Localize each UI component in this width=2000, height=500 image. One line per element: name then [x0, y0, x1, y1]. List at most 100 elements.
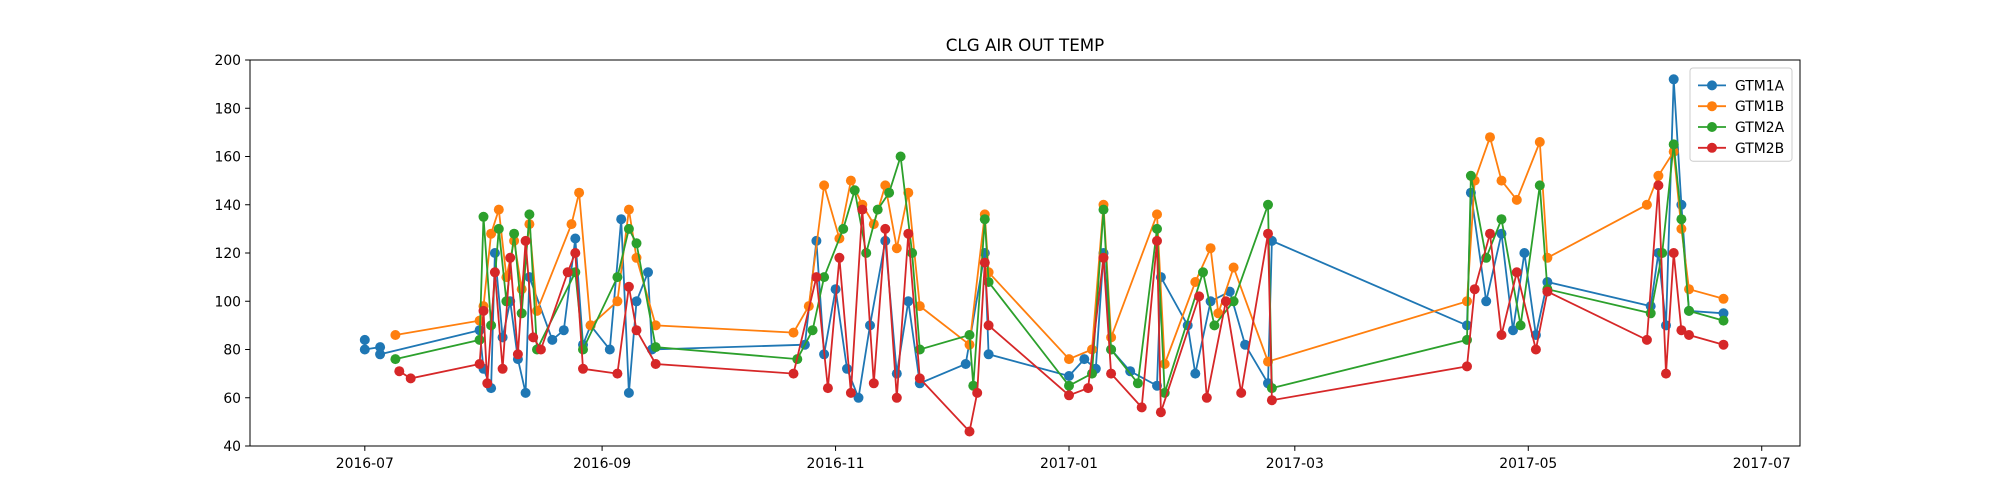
data-point-GTM1B — [574, 187, 585, 198]
data-point-GTM2B — [1098, 252, 1109, 263]
data-point-GTM2A — [861, 248, 872, 258]
data-point-GTM2A — [390, 354, 401, 365]
data-point-GTM1A — [520, 387, 531, 398]
data-point-GTM2B — [497, 363, 508, 374]
data-point-GTM2B — [1155, 407, 1166, 418]
data-point-GTM2A — [1496, 214, 1507, 225]
data-point-GTM2B — [964, 426, 975, 437]
data-point-GTM2B — [1083, 383, 1094, 394]
data-point-GTM1B — [1684, 284, 1694, 295]
data-point-GTM2A — [509, 228, 520, 239]
data-point-GTM2A — [1718, 315, 1729, 326]
data-point-GTM2A — [1676, 214, 1687, 225]
data-point-GTM1B — [1228, 262, 1239, 273]
y-tick-label: 60 — [223, 391, 241, 407]
series-line-GTM1A — [363, 79, 1724, 402]
data-point-GTM1A — [842, 363, 852, 374]
data-point-GTM1A — [1190, 368, 1201, 379]
data-point-GTM2A — [1645, 308, 1656, 319]
data-point-GTM1A — [1718, 308, 1729, 319]
data-point-GTM2B — [1718, 339, 1729, 350]
legend-swatch-marker — [1707, 80, 1717, 91]
data-point-GTM1A — [891, 368, 902, 379]
data-point-GTM2B — [1530, 344, 1541, 355]
data-point-GTM2B — [474, 359, 485, 369]
data-point-GTM1B — [1485, 132, 1495, 143]
data-point-GTM2B — [512, 349, 523, 360]
chart-title: CLG AIR OUT TEMP — [946, 35, 1104, 55]
data-point-GTM1A — [631, 296, 642, 307]
data-point-GTM2B — [623, 281, 634, 292]
data-point-GTM2B — [822, 383, 833, 394]
legend: GTM1A GTM1B GTM2A GTM2B — [1689, 67, 1793, 162]
data-point-GTM1B — [891, 243, 902, 254]
data-point-GTM2A — [1684, 305, 1694, 316]
data-point-GTM2A — [907, 248, 918, 258]
data-point-GTM2B — [1668, 248, 1679, 258]
data-point-GTM1A — [903, 296, 914, 307]
data-point-GTM1A — [375, 349, 386, 360]
legend-label: GTM1A — [1735, 78, 1785, 94]
data-point-GTM1A — [853, 392, 864, 403]
data-point-GTM2B — [868, 378, 879, 389]
data-point-GTM2B — [811, 272, 822, 283]
data-point-GTM2A — [838, 223, 849, 234]
data-point-GTM2B — [505, 252, 516, 263]
data-point-GTM2B — [650, 359, 661, 369]
data-point-GTM2B — [834, 252, 845, 263]
legend-item-GTM1B: GTM1B — [1698, 99, 1784, 115]
data-point-GTM2A — [650, 342, 661, 353]
data-point-GTM2B — [1266, 395, 1277, 406]
data-point-GTM2A — [884, 187, 895, 198]
data-point-GTM1B — [612, 296, 623, 307]
data-point-GTM2B — [979, 257, 990, 268]
legend-box — [1689, 67, 1793, 162]
legend-swatch-marker — [1707, 122, 1717, 132]
data-point-GTM2A — [849, 185, 860, 196]
data-point-GTM1B — [532, 305, 542, 316]
data-point-GTM2B — [570, 248, 581, 258]
data-point-GTM1A — [1240, 339, 1251, 350]
x-tick-label: 2017-01 — [1040, 456, 1098, 472]
data-point-GTM2B — [788, 368, 799, 379]
data-point-GTM2A — [1263, 199, 1273, 210]
series-layer — [359, 74, 1729, 437]
data-point-GTM1B — [1542, 252, 1553, 263]
data-point-GTM2B — [489, 267, 500, 278]
data-point-GTM1B — [486, 228, 497, 239]
data-point-GTM1A — [1481, 296, 1492, 307]
data-point-GTM2B — [1462, 361, 1472, 372]
data-point-GTM2B — [1136, 402, 1147, 413]
data-point-GTM2A — [1515, 320, 1526, 331]
data-point-GTM2B — [578, 363, 588, 374]
data-point-GTM1A — [359, 334, 370, 345]
data-point-GTM2A — [1465, 170, 1476, 181]
legend-item-GTM1A: GTM1A — [1698, 78, 1785, 94]
series-line-GTM2A — [395, 144, 1724, 394]
y-tick-label: 100 — [214, 294, 241, 310]
data-point-GTM1B — [1641, 199, 1652, 210]
y-axis: 40 60 80 100 120 140 160 180 200 — [214, 53, 250, 455]
data-point-GTM2A — [979, 214, 990, 225]
data-point-GTM2A — [524, 209, 535, 220]
data-point-GTM2B — [1194, 291, 1205, 302]
data-point-GTM2A — [1098, 204, 1109, 215]
data-point-GTM2B — [914, 373, 925, 384]
data-point-GTM1A — [1668, 74, 1679, 85]
data-point-GTM1B — [1159, 359, 1170, 369]
data-point-GTM2B — [1469, 284, 1480, 295]
data-point-GTM2B — [1684, 330, 1694, 340]
data-point-GTM2A — [631, 238, 642, 249]
data-point-GTM2A — [570, 267, 581, 278]
legend-item-GTM2B: GTM2B — [1698, 141, 1784, 157]
data-point-GTM1A — [375, 342, 386, 353]
data-point-GTM1B — [566, 219, 577, 230]
data-point-GTM2A — [807, 325, 818, 336]
data-point-GTM1B — [819, 180, 830, 191]
data-point-GTM1A — [547, 334, 558, 345]
data-point-GTM2B — [972, 387, 983, 398]
data-point-GTM1A — [489, 248, 500, 258]
data-point-GTM2B — [1064, 390, 1074, 401]
data-point-GTM1B — [650, 320, 661, 331]
